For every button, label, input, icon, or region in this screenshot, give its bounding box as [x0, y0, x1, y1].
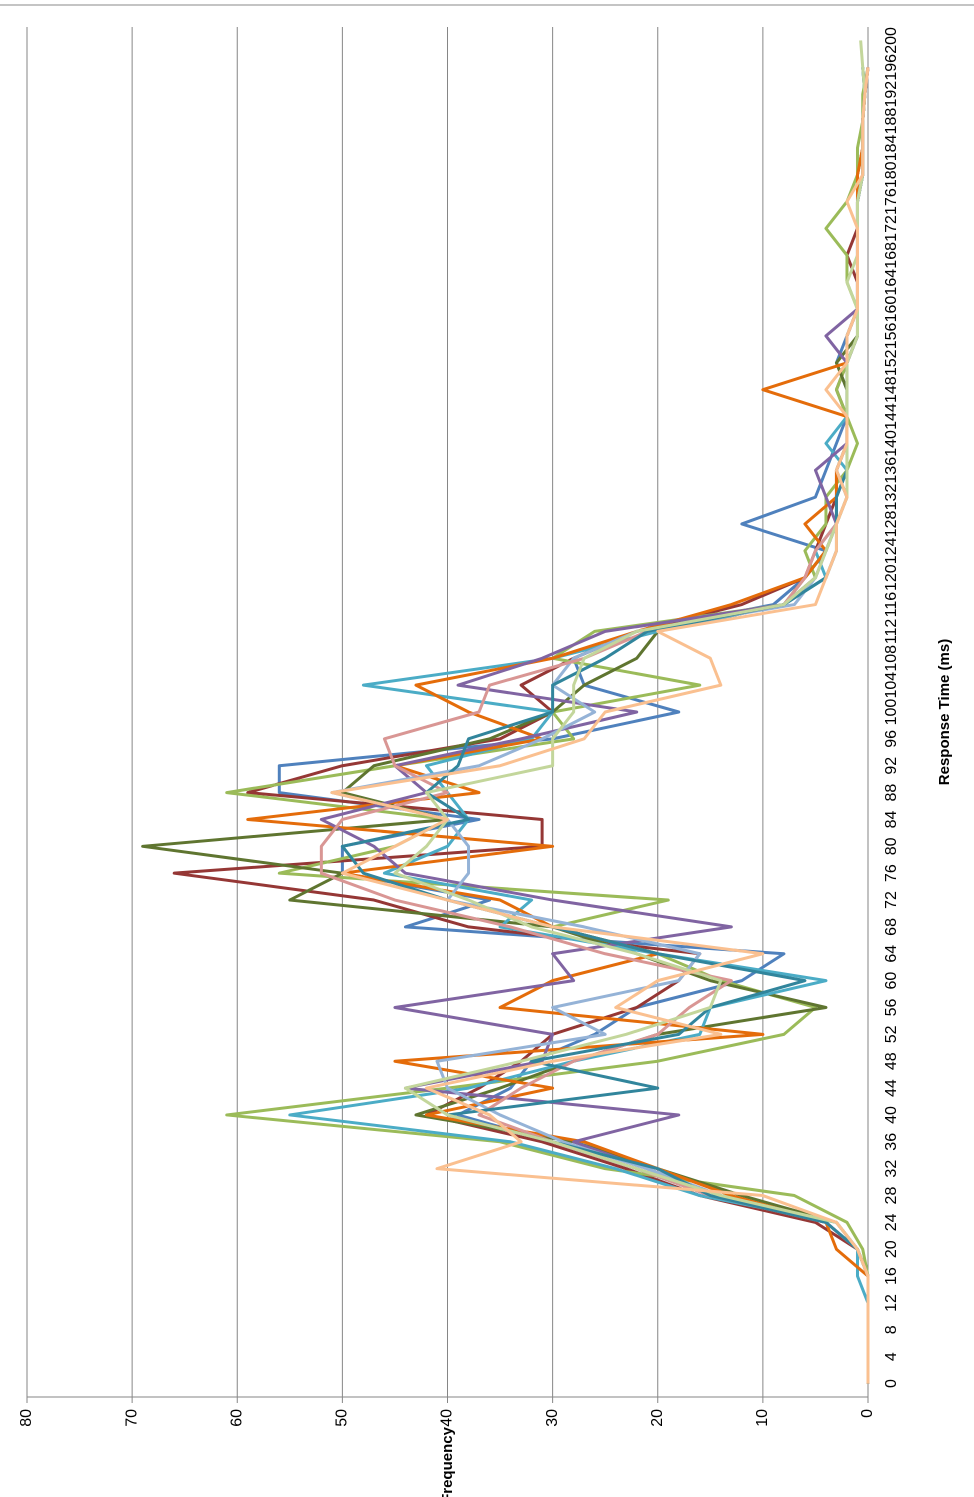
y-tick-label: 40 [439, 1409, 456, 1427]
x-tick-label: 108 [883, 645, 900, 672]
x-tick-label: 200 [883, 27, 900, 54]
x-tick-label: 56 [883, 998, 900, 1016]
y-tick-label: 0 [859, 1409, 876, 1418]
y-axis-title: Frequency [439, 1426, 456, 1497]
x-tick-label: 152 [883, 349, 900, 376]
x-tick-label: 32 [883, 1160, 900, 1178]
x-tick-label: 84 [883, 810, 900, 828]
y-tick-label: 50 [334, 1409, 351, 1427]
series-line [225, 67, 870, 1384]
x-tick-label: 172 [883, 215, 900, 242]
x-tick-label: 156 [883, 322, 900, 349]
x-tick-label: 124 [883, 537, 900, 564]
x-tick-label: 196 [883, 54, 900, 81]
x-tick-label: 72 [883, 891, 900, 909]
y-tick-label: 60 [228, 1409, 245, 1427]
x-tick-label: 188 [883, 108, 900, 135]
x-tick-label: 192 [883, 81, 900, 108]
x-tick-label: 12 [883, 1294, 900, 1312]
x-tick-label: 148 [883, 376, 900, 403]
x-tick-label: 168 [883, 242, 900, 269]
x-tick-label: 68 [883, 918, 900, 936]
series-line [340, 67, 870, 1384]
x-tick-label: 144 [883, 403, 900, 430]
x-tick-label: 48 [883, 1052, 900, 1070]
x-tick-label: 164 [883, 269, 900, 296]
x-tick-label: 136 [883, 457, 900, 484]
x-tick-label: 80 [883, 837, 900, 855]
x-axis-title: Response Time (ms) [936, 639, 953, 785]
x-tick-label: 36 [883, 1133, 900, 1151]
x-tick-label: 104 [883, 672, 900, 699]
x-tick-label: 96 [883, 730, 900, 748]
x-tick-label: 76 [883, 864, 900, 882]
y-tick-label: 10 [754, 1409, 771, 1427]
y-tick-label: 30 [544, 1409, 561, 1427]
x-tick-label: 16 [883, 1267, 900, 1285]
x-tick-label: 64 [883, 945, 900, 963]
series-line [393, 40, 870, 1384]
series-line [246, 67, 870, 1384]
x-tick-label: 140 [883, 430, 900, 457]
x-tick-label: 24 [883, 1213, 900, 1231]
x-tick-label: 100 [883, 699, 900, 726]
x-tick-label: 116 [883, 592, 900, 618]
x-tick-label: 128 [883, 511, 900, 538]
x-tick-label: 120 [883, 564, 900, 591]
y-tick-label: 80 [18, 1409, 35, 1427]
x-tick-label: 160 [883, 296, 900, 323]
x-tick-label: 92 [883, 757, 900, 775]
series-line [330, 67, 870, 1384]
series-line [330, 67, 870, 1384]
x-tick-label: 176 [883, 188, 900, 215]
x-tick-label: 0 [883, 1379, 900, 1388]
y-tick-label: 70 [123, 1409, 140, 1427]
x-tick-label: 60 [883, 972, 900, 990]
x-tick-label: 20 [883, 1240, 900, 1258]
x-tick-label: 28 [883, 1187, 900, 1205]
x-tick-label: 44 [883, 1079, 900, 1097]
x-tick-label: 40 [883, 1106, 900, 1124]
x-tick-label: 88 [883, 784, 900, 802]
x-tick-label: 132 [883, 484, 900, 511]
x-tick-label: 180 [883, 161, 900, 188]
y-tick-label: 20 [649, 1409, 666, 1427]
x-tick-label: 52 [883, 1025, 900, 1043]
x-tick-label: 184 [883, 134, 900, 161]
x-tick-label: 8 [883, 1325, 900, 1334]
x-tick-label: 4 [883, 1352, 900, 1361]
x-tick-label: 112 [883, 619, 900, 645]
